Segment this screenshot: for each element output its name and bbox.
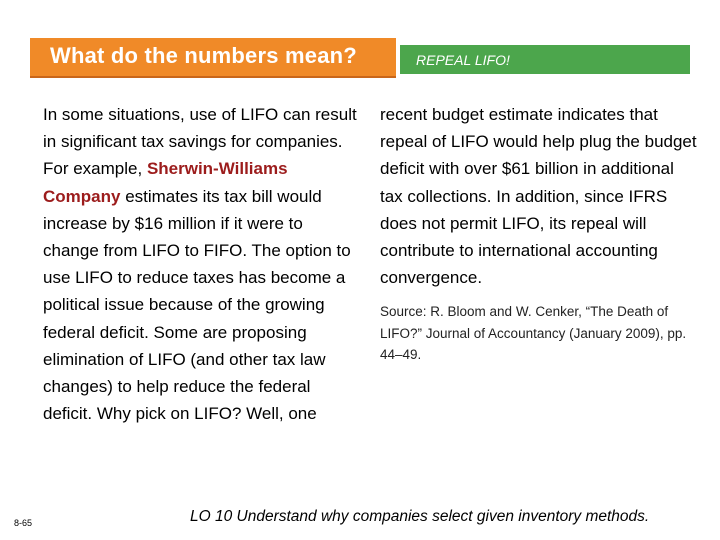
right-column-text: recent budget estimate indicates that re… bbox=[380, 105, 697, 288]
header-banner: What do the numbers mean? bbox=[30, 38, 396, 78]
page-subtitle: REPEAL LIFO! bbox=[416, 52, 510, 68]
learning-objective: LO 10 Understand why companies select gi… bbox=[190, 508, 650, 525]
company-name: Sherwin-Williams Company bbox=[43, 159, 288, 206]
left-column-text: In some situations, use of LIFO can resu… bbox=[43, 101, 363, 427]
subtitle-banner: REPEAL LIFO! bbox=[400, 45, 690, 74]
page-title: What do the numbers mean? bbox=[50, 43, 357, 68]
left-text-after: estimates its tax bill would increase by… bbox=[43, 186, 351, 424]
page-number: 8-65 bbox=[14, 518, 33, 528]
source-citation: Source: R. Bloom and W. Cenker, “The Dea… bbox=[380, 304, 687, 362]
left-text-before: In some situations, use of LIFO can resu… bbox=[43, 105, 357, 179]
